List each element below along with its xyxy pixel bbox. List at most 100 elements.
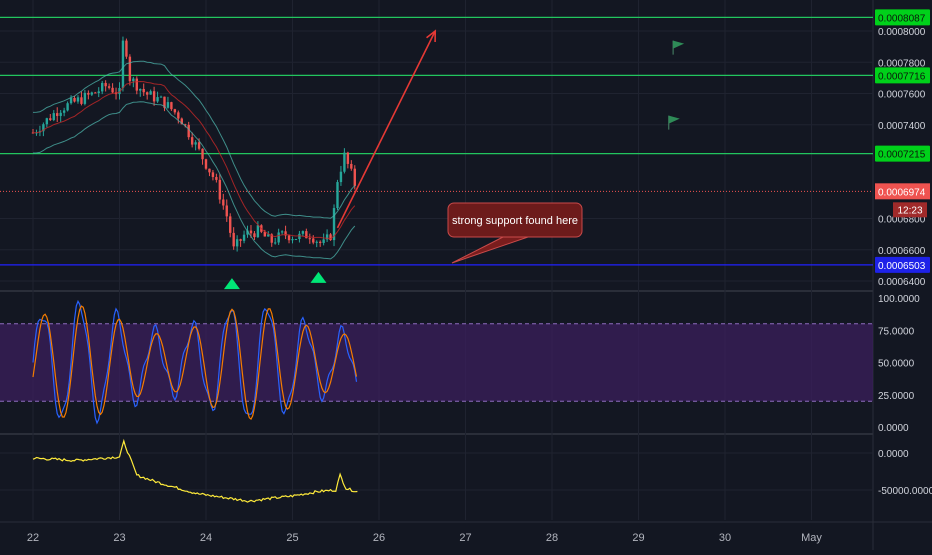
stoch-y-tick-label: 0.0000 — [878, 423, 909, 434]
candle-body — [90, 92, 94, 95]
candle-body — [31, 132, 35, 134]
candle-body — [246, 230, 249, 235]
level-price-label: 0.0007716 — [878, 71, 926, 82]
price-pane — [0, 16, 873, 266]
y-tick-label: 0.0007800 — [878, 58, 926, 69]
level-price-tag — [875, 256, 930, 273]
level-price-tag — [875, 67, 930, 84]
candle-body — [145, 92, 149, 95]
countdown-label: 12:23 — [897, 205, 922, 216]
candle-body — [52, 113, 55, 121]
level-price-tag — [875, 145, 930, 162]
y-tick-label: 0.0007600 — [878, 90, 926, 101]
candle-body — [56, 113, 59, 116]
candle-body — [301, 231, 305, 234]
candle-body — [343, 152, 346, 172]
candle-body — [235, 239, 239, 247]
candle-body — [329, 234, 332, 241]
candle-body — [249, 230, 253, 234]
x-tick-label: 23 — [113, 532, 125, 544]
candle-body — [204, 159, 208, 169]
candle-body — [318, 241, 322, 243]
candle-body — [125, 40, 128, 57]
forecast-arrow — [336, 30, 436, 229]
y-tick-label: 0.0006400 — [878, 277, 926, 288]
x-tick-label: 25 — [286, 532, 298, 544]
y-tick-label: 0.0008000 — [878, 27, 926, 38]
x-tick-label: May — [801, 532, 822, 544]
candle-body — [267, 234, 270, 237]
candle-body — [149, 91, 152, 95]
candle-body — [184, 124, 187, 126]
stochastic-pane — [0, 299, 873, 425]
oscillator-pane — [32, 438, 358, 503]
bollinger-upper — [32, 60, 356, 219]
y-tick-label: 0.0006800 — [878, 215, 926, 226]
candle-body — [76, 97, 80, 102]
candle-body — [232, 232, 235, 247]
candle-body — [346, 152, 350, 164]
annotation-box — [447, 202, 583, 238]
candle-body — [322, 239, 325, 243]
candle-body — [336, 182, 339, 209]
candle-body — [194, 142, 197, 145]
candle-body — [287, 235, 291, 241]
candle-body — [66, 103, 69, 111]
level-price-label: 0.0007215 — [878, 150, 926, 161]
candle-body — [222, 199, 225, 206]
candle-body — [59, 112, 62, 116]
candle-body — [73, 97, 76, 102]
buy-signal-triangle — [310, 271, 327, 283]
level-price-tag — [875, 9, 930, 26]
level-price-label: 0.0008087 — [878, 13, 926, 24]
candle-body — [294, 239, 298, 241]
candle-body — [263, 231, 267, 237]
candle-body — [104, 82, 107, 87]
candle-body — [142, 88, 145, 93]
candle-body — [118, 88, 121, 95]
candle-body — [197, 142, 201, 149]
candle-body — [239, 239, 242, 241]
candle-body — [291, 239, 294, 241]
y-tick-label: 0.0007400 — [878, 121, 926, 132]
candle-body — [45, 118, 49, 125]
candle-body — [280, 231, 284, 233]
candle-body — [332, 208, 336, 241]
candle-body — [87, 92, 90, 95]
candle-body — [308, 238, 311, 240]
candle-body — [101, 82, 104, 92]
price-axis: 0.0008000 0.0007800 0.0007600 0.0007400 0.00… — [875, 9, 932, 497]
candle-body — [49, 118, 52, 121]
candle-body — [225, 205, 228, 217]
candle-body — [215, 177, 218, 180]
candle-body — [277, 232, 280, 243]
osc-y-tick-label: 0.0000 — [878, 449, 909, 460]
candle-body — [159, 96, 163, 98]
candle-body — [270, 234, 273, 243]
candle-body — [201, 148, 204, 160]
candle-body — [325, 234, 329, 240]
candle-body — [170, 102, 173, 110]
stoch-y-tick-label: 100.0000 — [878, 294, 920, 305]
x-tick-label: 30 — [719, 532, 731, 544]
candle-body — [256, 225, 260, 238]
candle-body — [107, 86, 111, 88]
last-price-label: 0.0006974 — [878, 187, 926, 198]
x-tick-label: 28 — [546, 532, 558, 544]
y-tick-label: 0.0006600 — [878, 246, 926, 257]
candle-body — [350, 163, 353, 169]
candle-body — [229, 216, 232, 233]
candle-body — [284, 231, 287, 236]
candle-body — [353, 168, 356, 186]
candle-body — [274, 242, 277, 244]
flag-icon — [668, 115, 680, 124]
candle-body — [339, 171, 343, 183]
annotation-text: strong support found here — [452, 215, 578, 227]
candle-body — [121, 40, 125, 89]
candle-body — [177, 112, 180, 119]
stoch-k-line — [32, 299, 358, 425]
x-tick-label: 24 — [200, 532, 212, 544]
candle-body — [180, 118, 183, 125]
